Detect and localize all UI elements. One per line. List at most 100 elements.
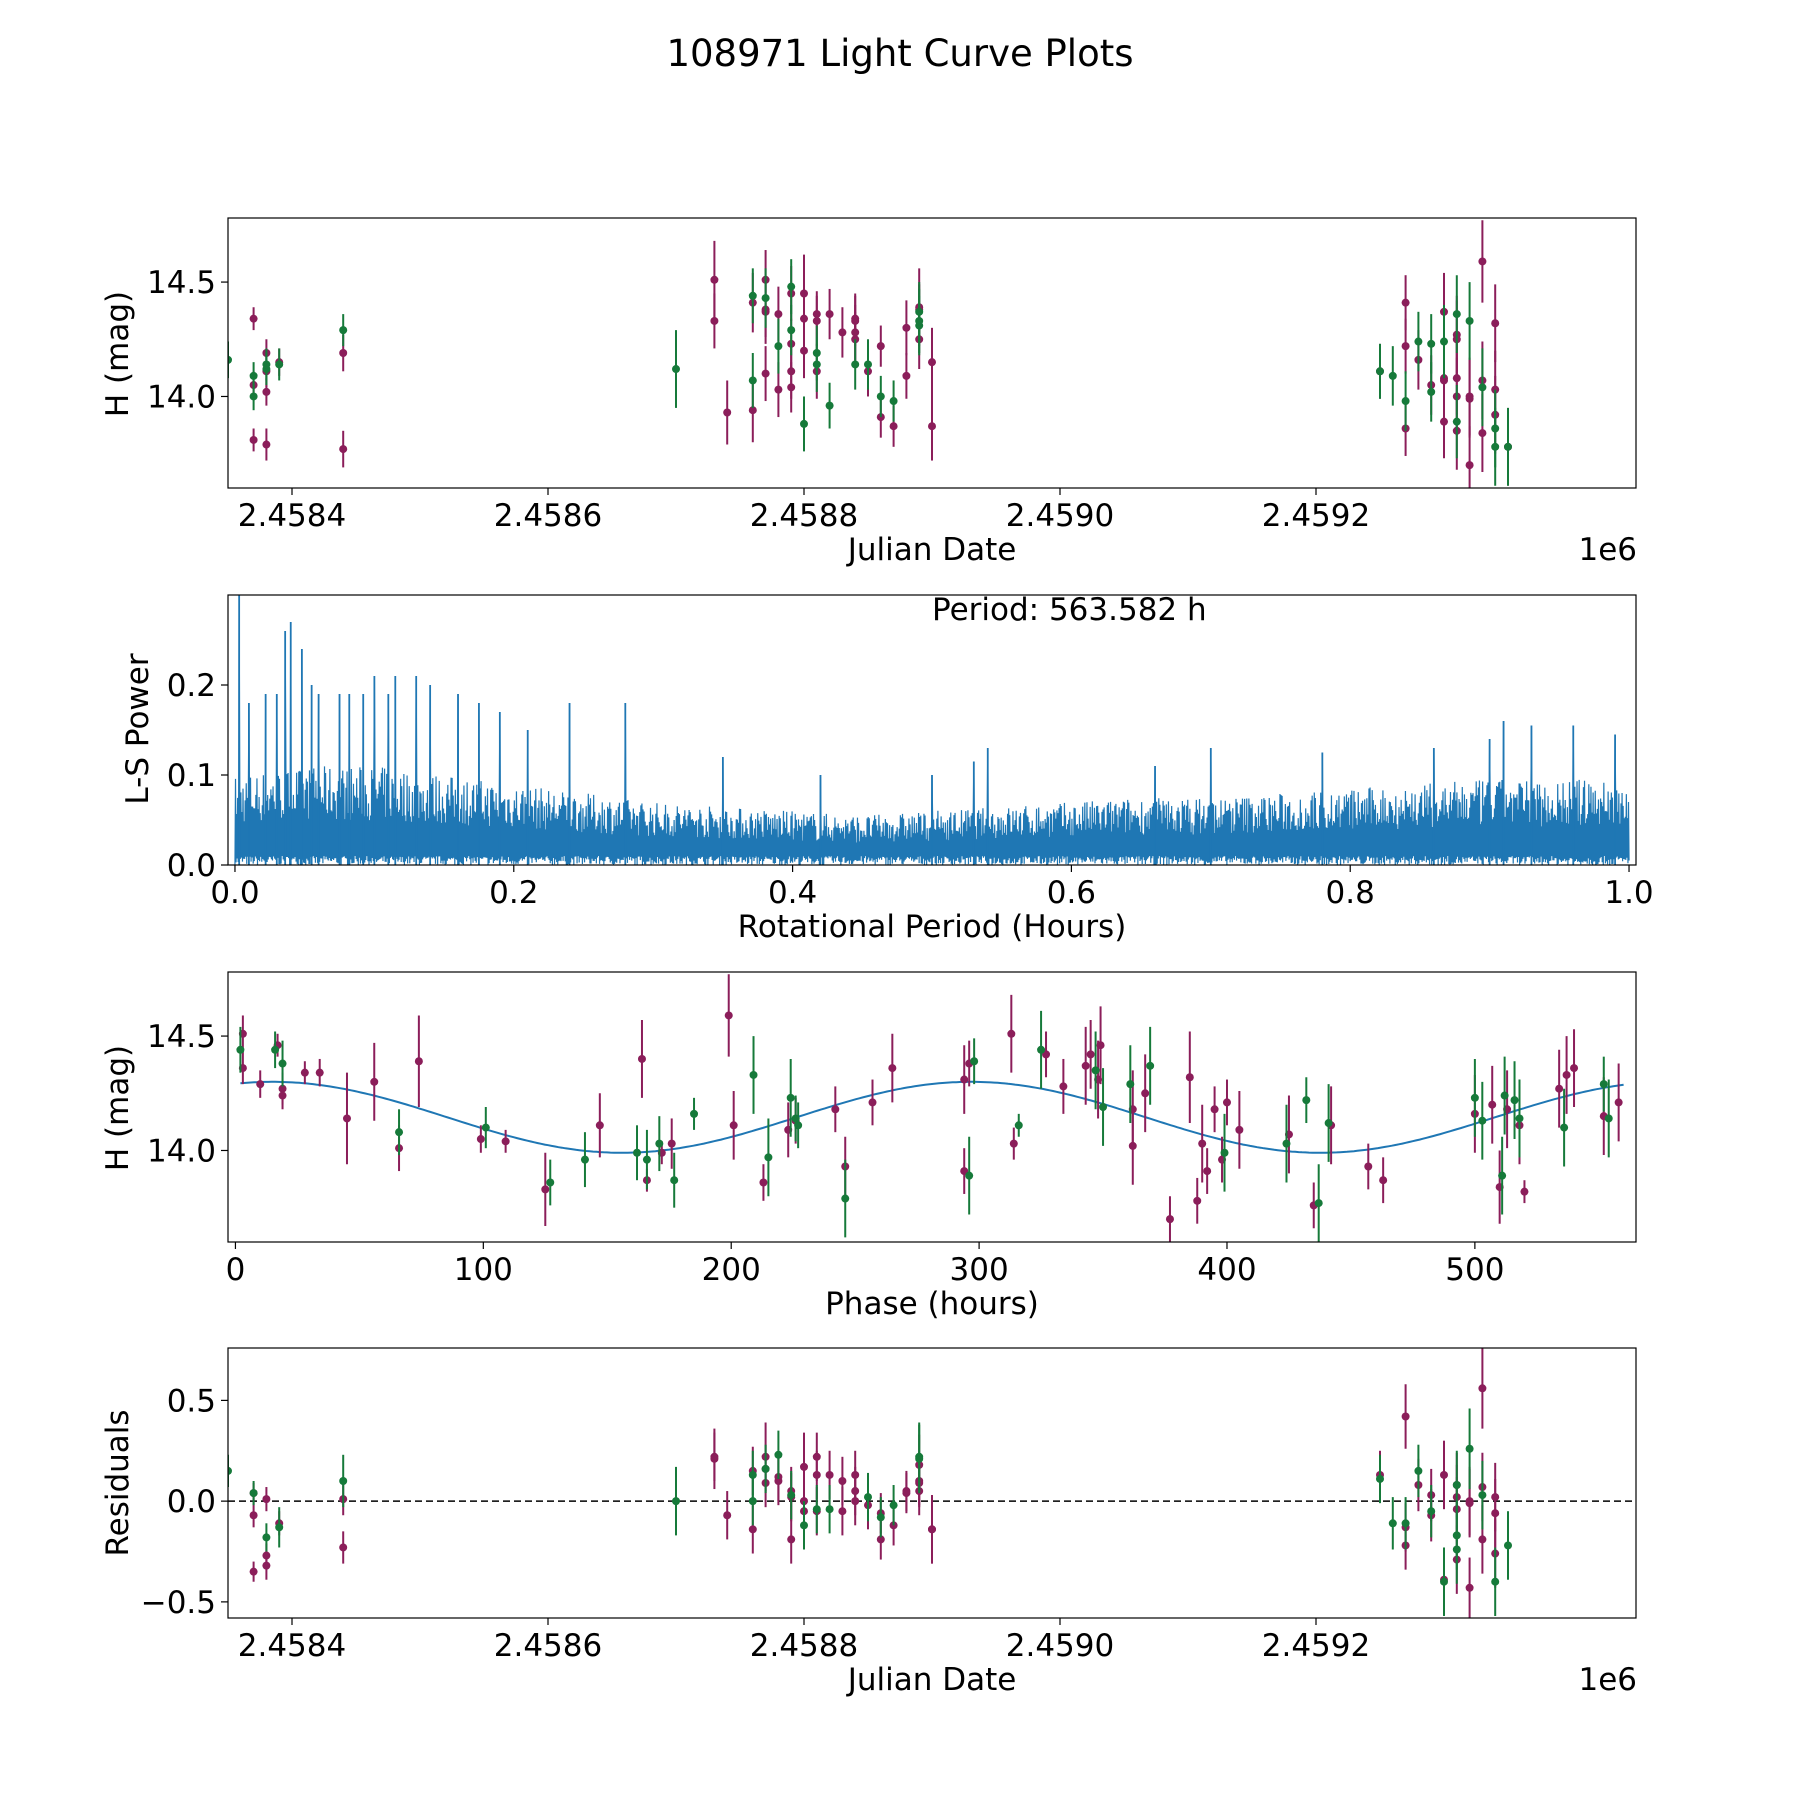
x-tick-label: 0: [226, 1252, 246, 1288]
data-point: [228, 355, 232, 364]
data-point: [1364, 1162, 1373, 1171]
x-tick-label: 100: [454, 1252, 513, 1288]
data-point: [1014, 1121, 1023, 1130]
data-point: [1091, 1066, 1100, 1075]
data-point: [915, 316, 924, 325]
residuals-plot-area: [228, 1348, 1636, 1618]
data-point: [1193, 1196, 1202, 1205]
phased-curve-panel: 0 100 200 300 400 500 14.0 14.5: [147, 971, 1637, 1288]
model-curve-line: [240, 1080, 1624, 1154]
data-point: [928, 422, 936, 431]
data-point: [723, 1511, 732, 1520]
data-point: [339, 1543, 348, 1552]
data-point: [236, 1045, 245, 1054]
figure-title: 108971 Light Curve Plots: [666, 32, 1133, 75]
data-point: [633, 1148, 642, 1157]
data-point: [339, 326, 348, 335]
phased_curve-frame: [227, 971, 1637, 1243]
data-point: [1379, 1176, 1388, 1185]
data-point: [1491, 319, 1500, 328]
data-point: [339, 445, 348, 454]
data-point: [1314, 1199, 1323, 1208]
data-point: [1146, 1061, 1155, 1070]
data-point: [1376, 1474, 1384, 1483]
data-point: [262, 1495, 271, 1504]
x-tick-label: 2.4586: [494, 498, 602, 534]
residuals-offset-label: 1e6: [1578, 1662, 1637, 1698]
data-point: [800, 419, 808, 428]
data-point: [774, 342, 783, 351]
data-point: [339, 1476, 348, 1485]
data-point: [851, 360, 860, 369]
data-point: [800, 1521, 808, 1530]
data-point: [1414, 337, 1423, 346]
data-point: [1614, 1098, 1623, 1107]
data-point: [1009, 1139, 1018, 1148]
light_curve-frame: [227, 217, 1637, 489]
data-point: [876, 342, 885, 351]
data-point: [1555, 1084, 1564, 1093]
data-point: [812, 1470, 821, 1479]
data-point: [761, 294, 770, 303]
data-point: [228, 1466, 232, 1475]
x-tick-label: 0.6: [1047, 875, 1096, 911]
data-point: [838, 1507, 847, 1516]
data-point: [481, 1123, 490, 1132]
data-point: [915, 1452, 924, 1461]
data-point: [889, 397, 898, 406]
data-point: [800, 346, 808, 355]
data-point: [710, 1452, 719, 1461]
residuals-frame: [227, 1347, 1637, 1619]
data-point: [838, 1476, 847, 1485]
data-point: [1440, 1577, 1448, 1586]
periodogram-ylabel: L-S Power: [120, 653, 156, 804]
data-point: [1427, 339, 1436, 348]
y-tick-label: 0.2: [167, 668, 216, 704]
data-point: [1440, 337, 1448, 346]
data-point: [1427, 1507, 1436, 1516]
data-point: [1599, 1080, 1608, 1089]
data-point: [1478, 1384, 1487, 1393]
data-point: [787, 326, 796, 335]
data-point: [960, 1075, 969, 1084]
data-point: [1560, 1123, 1569, 1132]
data-point: [278, 1059, 287, 1068]
data-point: [249, 1511, 258, 1520]
data-point: [414, 1057, 423, 1066]
data-point: [800, 314, 808, 323]
data-point: [710, 316, 719, 325]
data-point: [841, 1194, 850, 1203]
data-point: [670, 1176, 679, 1185]
light-curve-xlabel: Julian Date: [846, 532, 1017, 568]
data-point: [928, 1525, 936, 1534]
data-point: [1452, 374, 1461, 383]
data-point: [1220, 1148, 1229, 1157]
data-point: [672, 365, 680, 374]
data-point: [868, 1098, 877, 1107]
data-point: [812, 316, 821, 325]
data-point: [1401, 298, 1410, 307]
data-point: [876, 1535, 885, 1544]
data-point: [876, 392, 885, 401]
periodogram-frame: [227, 594, 1637, 866]
data-point: [1488, 1100, 1497, 1109]
data-point: [249, 435, 258, 444]
data-point: [1510, 1096, 1519, 1105]
data-point: [476, 1135, 485, 1144]
data-point: [800, 1462, 808, 1471]
x-tick-label: 2.4592: [1262, 1628, 1370, 1664]
data-point: [1465, 316, 1474, 325]
data-point: [724, 1011, 733, 1020]
data-point: [1099, 1103, 1108, 1111]
data-point: [249, 1489, 258, 1498]
y-tick-label: 14.0: [147, 379, 216, 415]
data-point: [965, 1171, 974, 1180]
data-point: [249, 1567, 258, 1576]
data-point: [278, 1091, 287, 1100]
data-point: [339, 349, 348, 357]
data-point: [1007, 1029, 1016, 1038]
data-point: [1478, 1491, 1487, 1500]
x-tick-label: 2.4592: [1262, 498, 1370, 534]
data-point: [249, 392, 258, 401]
data-point: [342, 1114, 351, 1123]
